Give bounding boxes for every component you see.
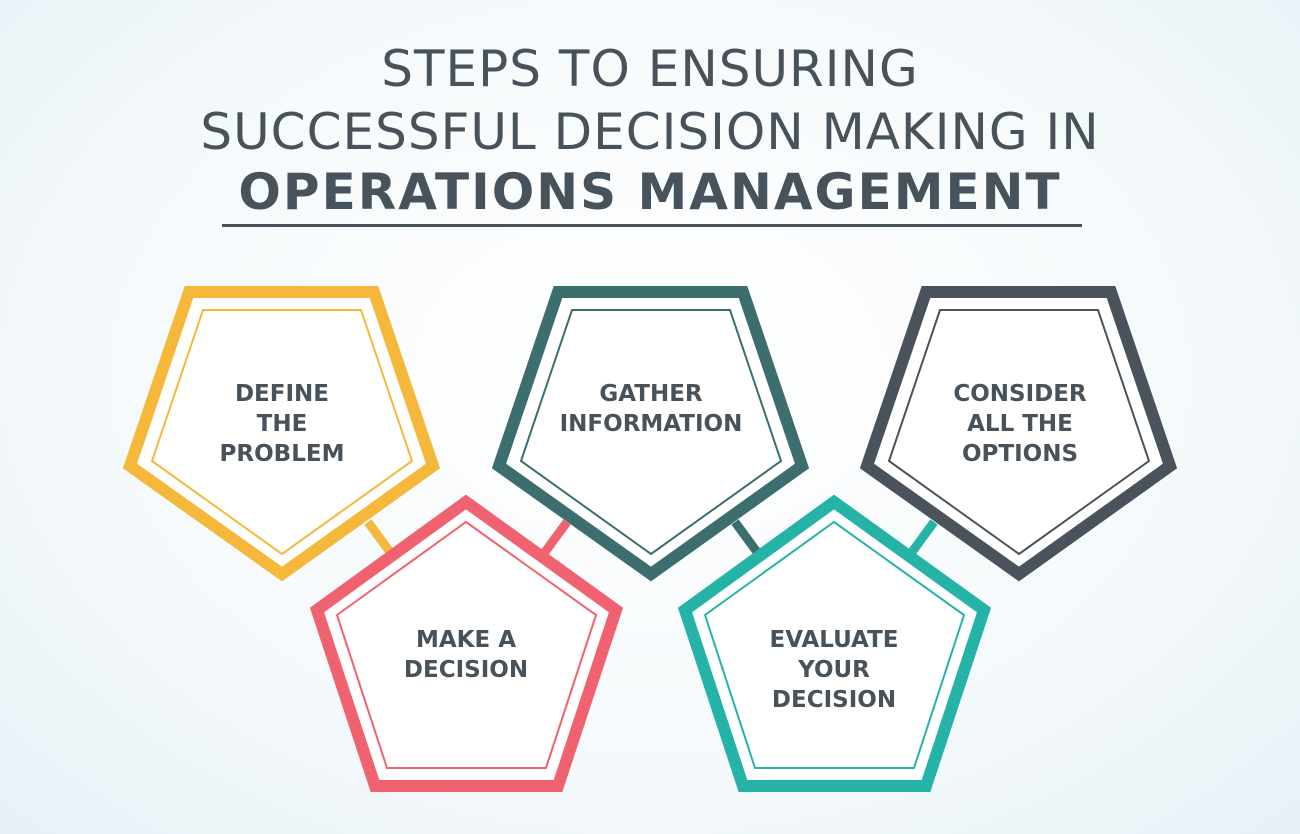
pentagon-outer	[309, 494, 624, 792]
step-label-consider-all-the-options: CONSIDER ALL THE OPTIONS	[953, 381, 1087, 467]
pentagon-inner	[150, 309, 414, 556]
title-line-2: SUCCESSFUL DECISION MAKING IN	[200, 103, 1100, 161]
step-label-gather-information: GATHER INFORMATION	[559, 381, 743, 437]
step-gather-information	[491, 286, 810, 582]
step-label-make-a-decision: MAKE A DECISION	[403, 627, 529, 683]
step-label-define-the-problem: DEFINE THE PROBLEM	[219, 381, 345, 467]
pentagon-outer	[122, 286, 441, 582]
pentagon-outer	[859, 286, 1178, 582]
title-underline	[222, 224, 1082, 227]
pentagon-inner	[519, 309, 783, 556]
pentagon-inner	[703, 520, 966, 769]
step-define-the-problem	[122, 286, 441, 582]
pentagon-inner	[335, 520, 598, 769]
step-consider-all-the-options	[859, 286, 1178, 582]
connector-1-2	[364, 519, 394, 555]
pentagon-outer	[491, 286, 810, 582]
connector-3-4	[731, 519, 761, 555]
title-line-1: STEPS TO ENSURING	[381, 40, 919, 98]
step-make-a-decision	[309, 494, 624, 792]
connector-4-5	[908, 519, 938, 555]
pentagon-outer	[677, 494, 992, 792]
step-label-evaluate-your-decision: EVALUATE YOUR DECISION	[769, 627, 899, 713]
connector-2-3	[541, 519, 571, 555]
title-line-3: OPERATIONS MANAGEMENT	[238, 163, 1062, 221]
pentagon-inner	[887, 309, 1151, 556]
step-evaluate-your-decision	[677, 494, 992, 792]
